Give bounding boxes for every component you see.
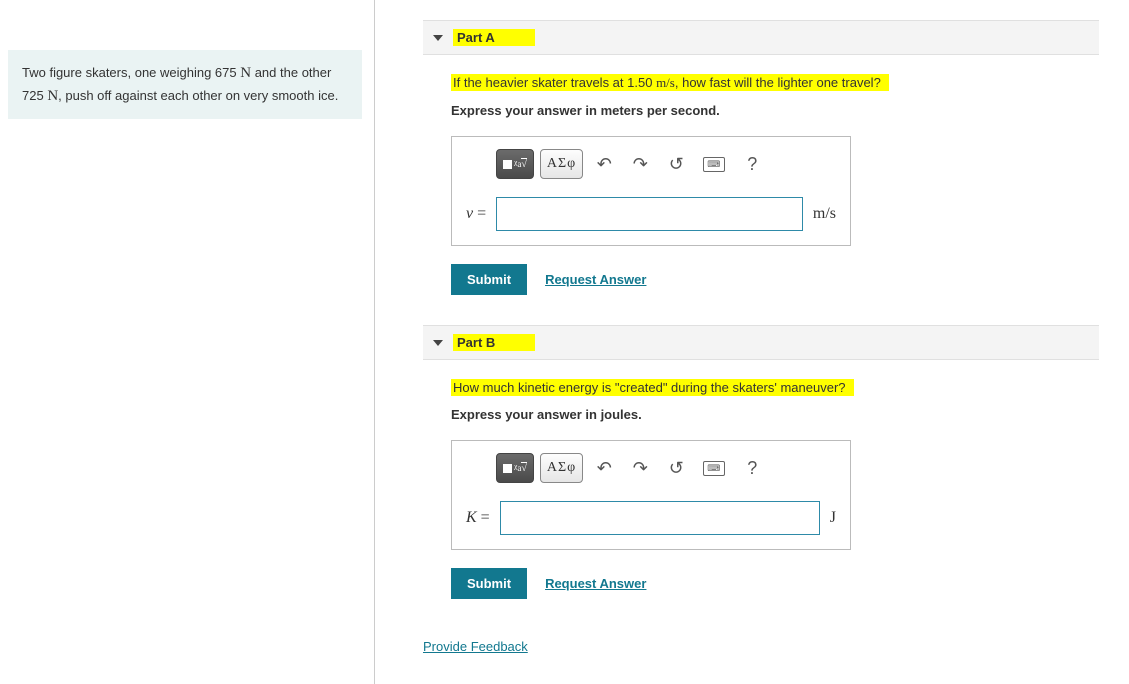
- part-a: Part A If the heavier skater travels at …: [423, 20, 1099, 305]
- problem-unit-1: N: [240, 65, 251, 81]
- greek-button[interactable]: ΑΣφ: [540, 453, 583, 483]
- answer-input-a[interactable]: [496, 197, 803, 231]
- collapse-icon: [433, 340, 443, 346]
- part-b-question: How much kinetic energy is "created" dur…: [451, 380, 1079, 395]
- part-b-header[interactable]: Part B: [423, 325, 1099, 360]
- part-a-header[interactable]: Part A: [423, 20, 1099, 55]
- submit-button-b[interactable]: Submit: [451, 568, 527, 599]
- part-b-title: Part B: [453, 334, 535, 351]
- question-a-unit: m/s: [656, 75, 675, 90]
- formula-toolbar-b: ᵡa√ ΑΣφ ↶ ↷ ↺ ⌨ ?: [496, 453, 836, 483]
- keyboard-icon[interactable]: ⌨: [697, 149, 731, 179]
- request-answer-link-b[interactable]: Request Answer: [545, 576, 646, 591]
- answer-area: Part A If the heavier skater travels at …: [375, 0, 1129, 684]
- problem-unit-2: N: [47, 88, 58, 104]
- greek-button[interactable]: ΑΣφ: [540, 149, 583, 179]
- problem-text-post: , push off against each other on very sm…: [58, 88, 338, 103]
- help-icon[interactable]: ?: [737, 149, 767, 179]
- redo-icon[interactable]: ↷: [625, 453, 655, 483]
- template-button[interactable]: ᵡa√: [496, 453, 534, 483]
- request-answer-link-a[interactable]: Request Answer: [545, 272, 646, 287]
- part-a-instruction: Express your answer in meters per second…: [451, 103, 1079, 118]
- part-b: Part B How much kinetic energy is "creat…: [423, 325, 1099, 609]
- template-button[interactable]: ᵡa√: [496, 149, 534, 179]
- part-a-question: If the heavier skater travels at 1.50 m/…: [451, 75, 1079, 91]
- question-b-pre: How much kinetic energy is "created" dur…: [453, 380, 846, 395]
- reset-icon[interactable]: ↺: [661, 149, 691, 179]
- provide-feedback-link[interactable]: Provide Feedback: [423, 639, 528, 654]
- var-label-a: v =: [466, 205, 486, 223]
- var-label-b: K =: [466, 509, 490, 527]
- problem-text-pre: Two figure skaters, one weighing 675: [22, 65, 240, 80]
- redo-icon[interactable]: ↷: [625, 149, 655, 179]
- submit-button-a[interactable]: Submit: [451, 264, 527, 295]
- reset-icon[interactable]: ↺: [661, 453, 691, 483]
- collapse-icon: [433, 35, 443, 41]
- part-a-title: Part A: [453, 29, 535, 46]
- part-b-answer-box: ᵡa√ ΑΣφ ↶ ↷ ↺ ⌨ ? K = J: [451, 440, 851, 550]
- part-b-instruction: Express your answer in joules.: [451, 407, 1079, 422]
- keyboard-icon[interactable]: ⌨: [697, 453, 731, 483]
- unit-label-b: J: [830, 509, 836, 527]
- question-a-post: , how fast will the lighter one travel?: [675, 75, 881, 90]
- problem-sidebar: Two figure skaters, one weighing 675 N a…: [0, 0, 375, 684]
- help-icon[interactable]: ?: [737, 453, 767, 483]
- answer-input-b[interactable]: [500, 501, 820, 535]
- undo-icon[interactable]: ↶: [589, 453, 619, 483]
- undo-icon[interactable]: ↶: [589, 149, 619, 179]
- formula-toolbar-a: ᵡa√ ΑΣφ ↶ ↷ ↺ ⌨ ?: [496, 149, 836, 179]
- unit-label-a: m/s: [813, 205, 836, 223]
- problem-statement: Two figure skaters, one weighing 675 N a…: [8, 50, 362, 119]
- part-a-answer-box: ᵡa√ ΑΣφ ↶ ↷ ↺ ⌨ ? v = m/s: [451, 136, 851, 246]
- question-a-pre: If the heavier skater travels at 1.50: [453, 75, 656, 90]
